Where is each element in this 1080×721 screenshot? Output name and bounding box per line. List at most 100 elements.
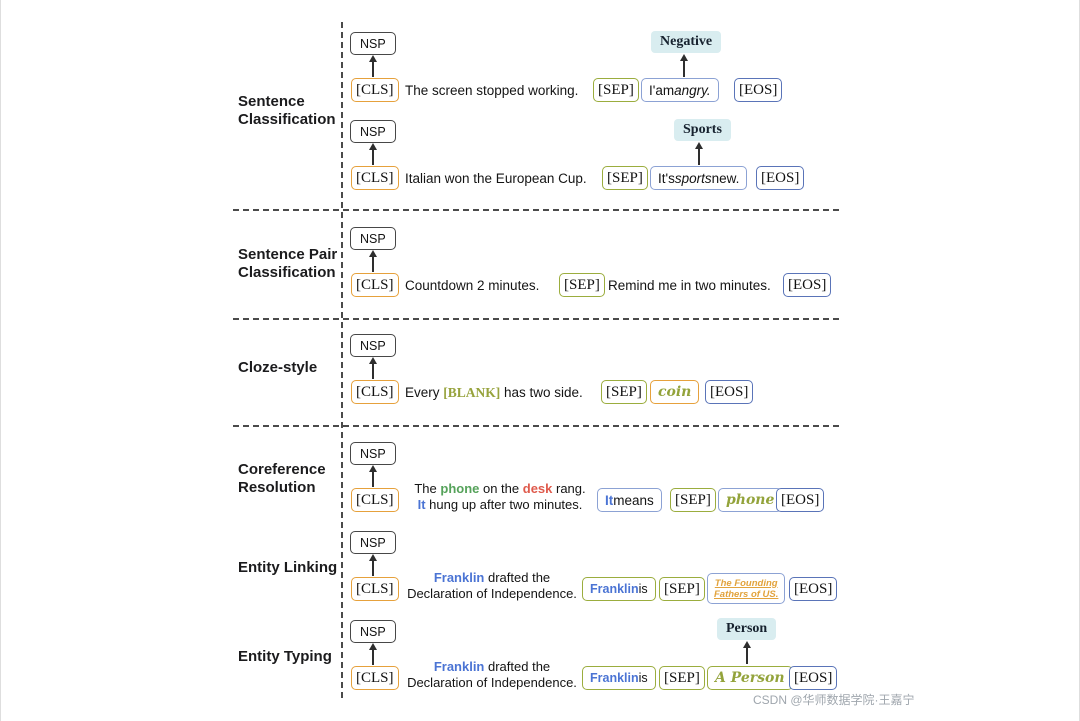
arrow-shaft xyxy=(372,649,374,665)
watermark: CSDN @华师数据学院·王嘉宁 xyxy=(753,693,915,707)
section-label-coreference-resolution: Coreference Resolution xyxy=(238,461,326,497)
blank-token: [BLANK] xyxy=(443,385,501,400)
cls-token: [CLS] xyxy=(351,666,399,690)
label-line: Classification xyxy=(238,264,336,281)
input-sentence-a: Countdown 2 minutes. xyxy=(405,278,540,293)
sentence-line: It hung up after two minutes. xyxy=(404,497,596,513)
eos-token: [EOS] xyxy=(789,577,838,601)
arrow-head-icon xyxy=(368,465,377,472)
sep-token: [SEP] xyxy=(602,166,648,190)
input-sentence: The phone on the desk rang. It hung up a… xyxy=(404,481,596,513)
label-line: Sentence xyxy=(238,93,305,110)
sep-token: [SEP] xyxy=(659,666,705,690)
text-segment: drafted the xyxy=(484,659,551,674)
arrow-head-icon xyxy=(368,250,377,257)
input-sentence-b: Remind me in two minutes. xyxy=(608,278,771,293)
vertical-divider xyxy=(341,22,343,698)
input-sentence: Every [BLANK] has two side. xyxy=(405,384,583,401)
prompt-box: Franklin is xyxy=(582,577,656,601)
input-sentence: The screen stopped working. xyxy=(405,83,579,98)
arrow-shaft xyxy=(746,647,748,664)
answer-text: I'am xyxy=(649,82,675,98)
arrow-head-icon xyxy=(368,643,377,650)
section-label-entity-typing: Entity Typing xyxy=(238,648,332,665)
answer-text-line: The Founding xyxy=(714,577,778,589)
cls-token: [CLS] xyxy=(351,166,399,190)
text-segment: The xyxy=(414,481,441,496)
arrow-head-icon xyxy=(694,142,703,149)
answer-to-label-arrow xyxy=(679,54,689,77)
prompt-text: is xyxy=(638,582,648,596)
sentence-line: Franklin drafted the xyxy=(403,659,581,675)
arrow-head-icon xyxy=(368,55,377,62)
cls-to-nsp-arrow xyxy=(368,465,378,487)
cls-token: [CLS] xyxy=(351,78,399,102)
label-line: Coreference xyxy=(238,461,326,478)
section-divider-1 xyxy=(233,209,839,211)
prompt-box: It means xyxy=(597,488,662,512)
eos-token: [EOS] xyxy=(776,488,825,512)
prompt-text: means xyxy=(613,492,654,508)
input-sentence: Franklin drafted the Declaration of Inde… xyxy=(403,570,581,602)
answer-box: It's sports new. xyxy=(650,166,748,190)
sep-token: [SEP] xyxy=(670,488,716,512)
answer-text: coin xyxy=(658,384,692,400)
answer-to-label-arrow xyxy=(742,641,752,664)
label-line: Sentence Pair xyxy=(238,246,338,263)
arrow-shaft xyxy=(372,560,374,576)
label-line: Classification xyxy=(238,111,336,128)
answer-text-line: Fathers of US. xyxy=(714,588,779,600)
answer-text-italic: angry. xyxy=(674,82,711,98)
input-sentence: Italian won the European Cup. xyxy=(405,171,587,186)
section-divider-3 xyxy=(233,425,839,427)
cls-token: [CLS] xyxy=(351,380,399,404)
eos-token: [EOS] xyxy=(734,78,783,102)
eos-token: [EOS] xyxy=(789,666,838,690)
cls-to-nsp-arrow xyxy=(368,357,378,379)
arrow-shaft xyxy=(698,148,700,165)
answer-box: The Founding Fathers of US. xyxy=(707,573,786,604)
text-segment-red: desk xyxy=(522,481,553,496)
answer-text: A Person xyxy=(715,670,785,686)
text-segment: hung up after two minutes. xyxy=(425,497,583,512)
text-segment-blue: It xyxy=(417,497,426,512)
class-label-sports: Sports xyxy=(674,119,731,141)
section-label-sentence-classification: Sentence Classification xyxy=(238,93,336,129)
arrow-shaft xyxy=(683,60,685,77)
nsp-token: NSP xyxy=(350,531,396,554)
nsp-token: NSP xyxy=(350,442,396,465)
prompt-text-blue: Franklin xyxy=(590,671,639,685)
label-line: Resolution xyxy=(238,479,316,496)
nsp-token: NSP xyxy=(350,334,396,357)
prompt-text-blue: Franklin xyxy=(590,582,639,596)
answer-text: phone xyxy=(726,492,775,508)
nsp-token: NSP xyxy=(350,120,396,143)
arrow-shaft xyxy=(372,471,374,487)
answer-box: A Person xyxy=(707,666,793,690)
answer-box: I'am angry. xyxy=(641,78,719,102)
arrow-head-icon xyxy=(368,357,377,364)
arrow-head-icon xyxy=(679,54,688,61)
eos-token: [EOS] xyxy=(705,380,754,404)
text-segment: has two side. xyxy=(500,385,583,400)
section-label-cloze-style: Cloze-style xyxy=(238,359,318,376)
sentence-line: The phone on the desk rang. xyxy=(404,481,596,497)
cls-to-nsp-arrow xyxy=(368,55,378,77)
nsp-token: NSP xyxy=(350,227,396,250)
text-segment-green: phone xyxy=(440,481,480,496)
nsp-token: NSP xyxy=(350,32,396,55)
prompt-text: is xyxy=(638,671,648,685)
text-segment: drafted the xyxy=(484,570,551,585)
arrow-head-icon xyxy=(368,554,377,561)
sentence-line: Franklin drafted the xyxy=(403,570,581,586)
answer-text: new. xyxy=(711,170,740,186)
answer-text: It's xyxy=(658,170,675,186)
text-segment-blue: Franklin xyxy=(433,659,485,674)
section-label-entity-linking: Entity Linking xyxy=(238,559,338,576)
cls-token: [CLS] xyxy=(351,488,399,512)
section-divider-2 xyxy=(233,318,839,320)
sentence-line: Declaration of Independence. xyxy=(407,586,577,601)
sep-token: [SEP] xyxy=(659,577,705,601)
eos-token: [EOS] xyxy=(756,166,805,190)
